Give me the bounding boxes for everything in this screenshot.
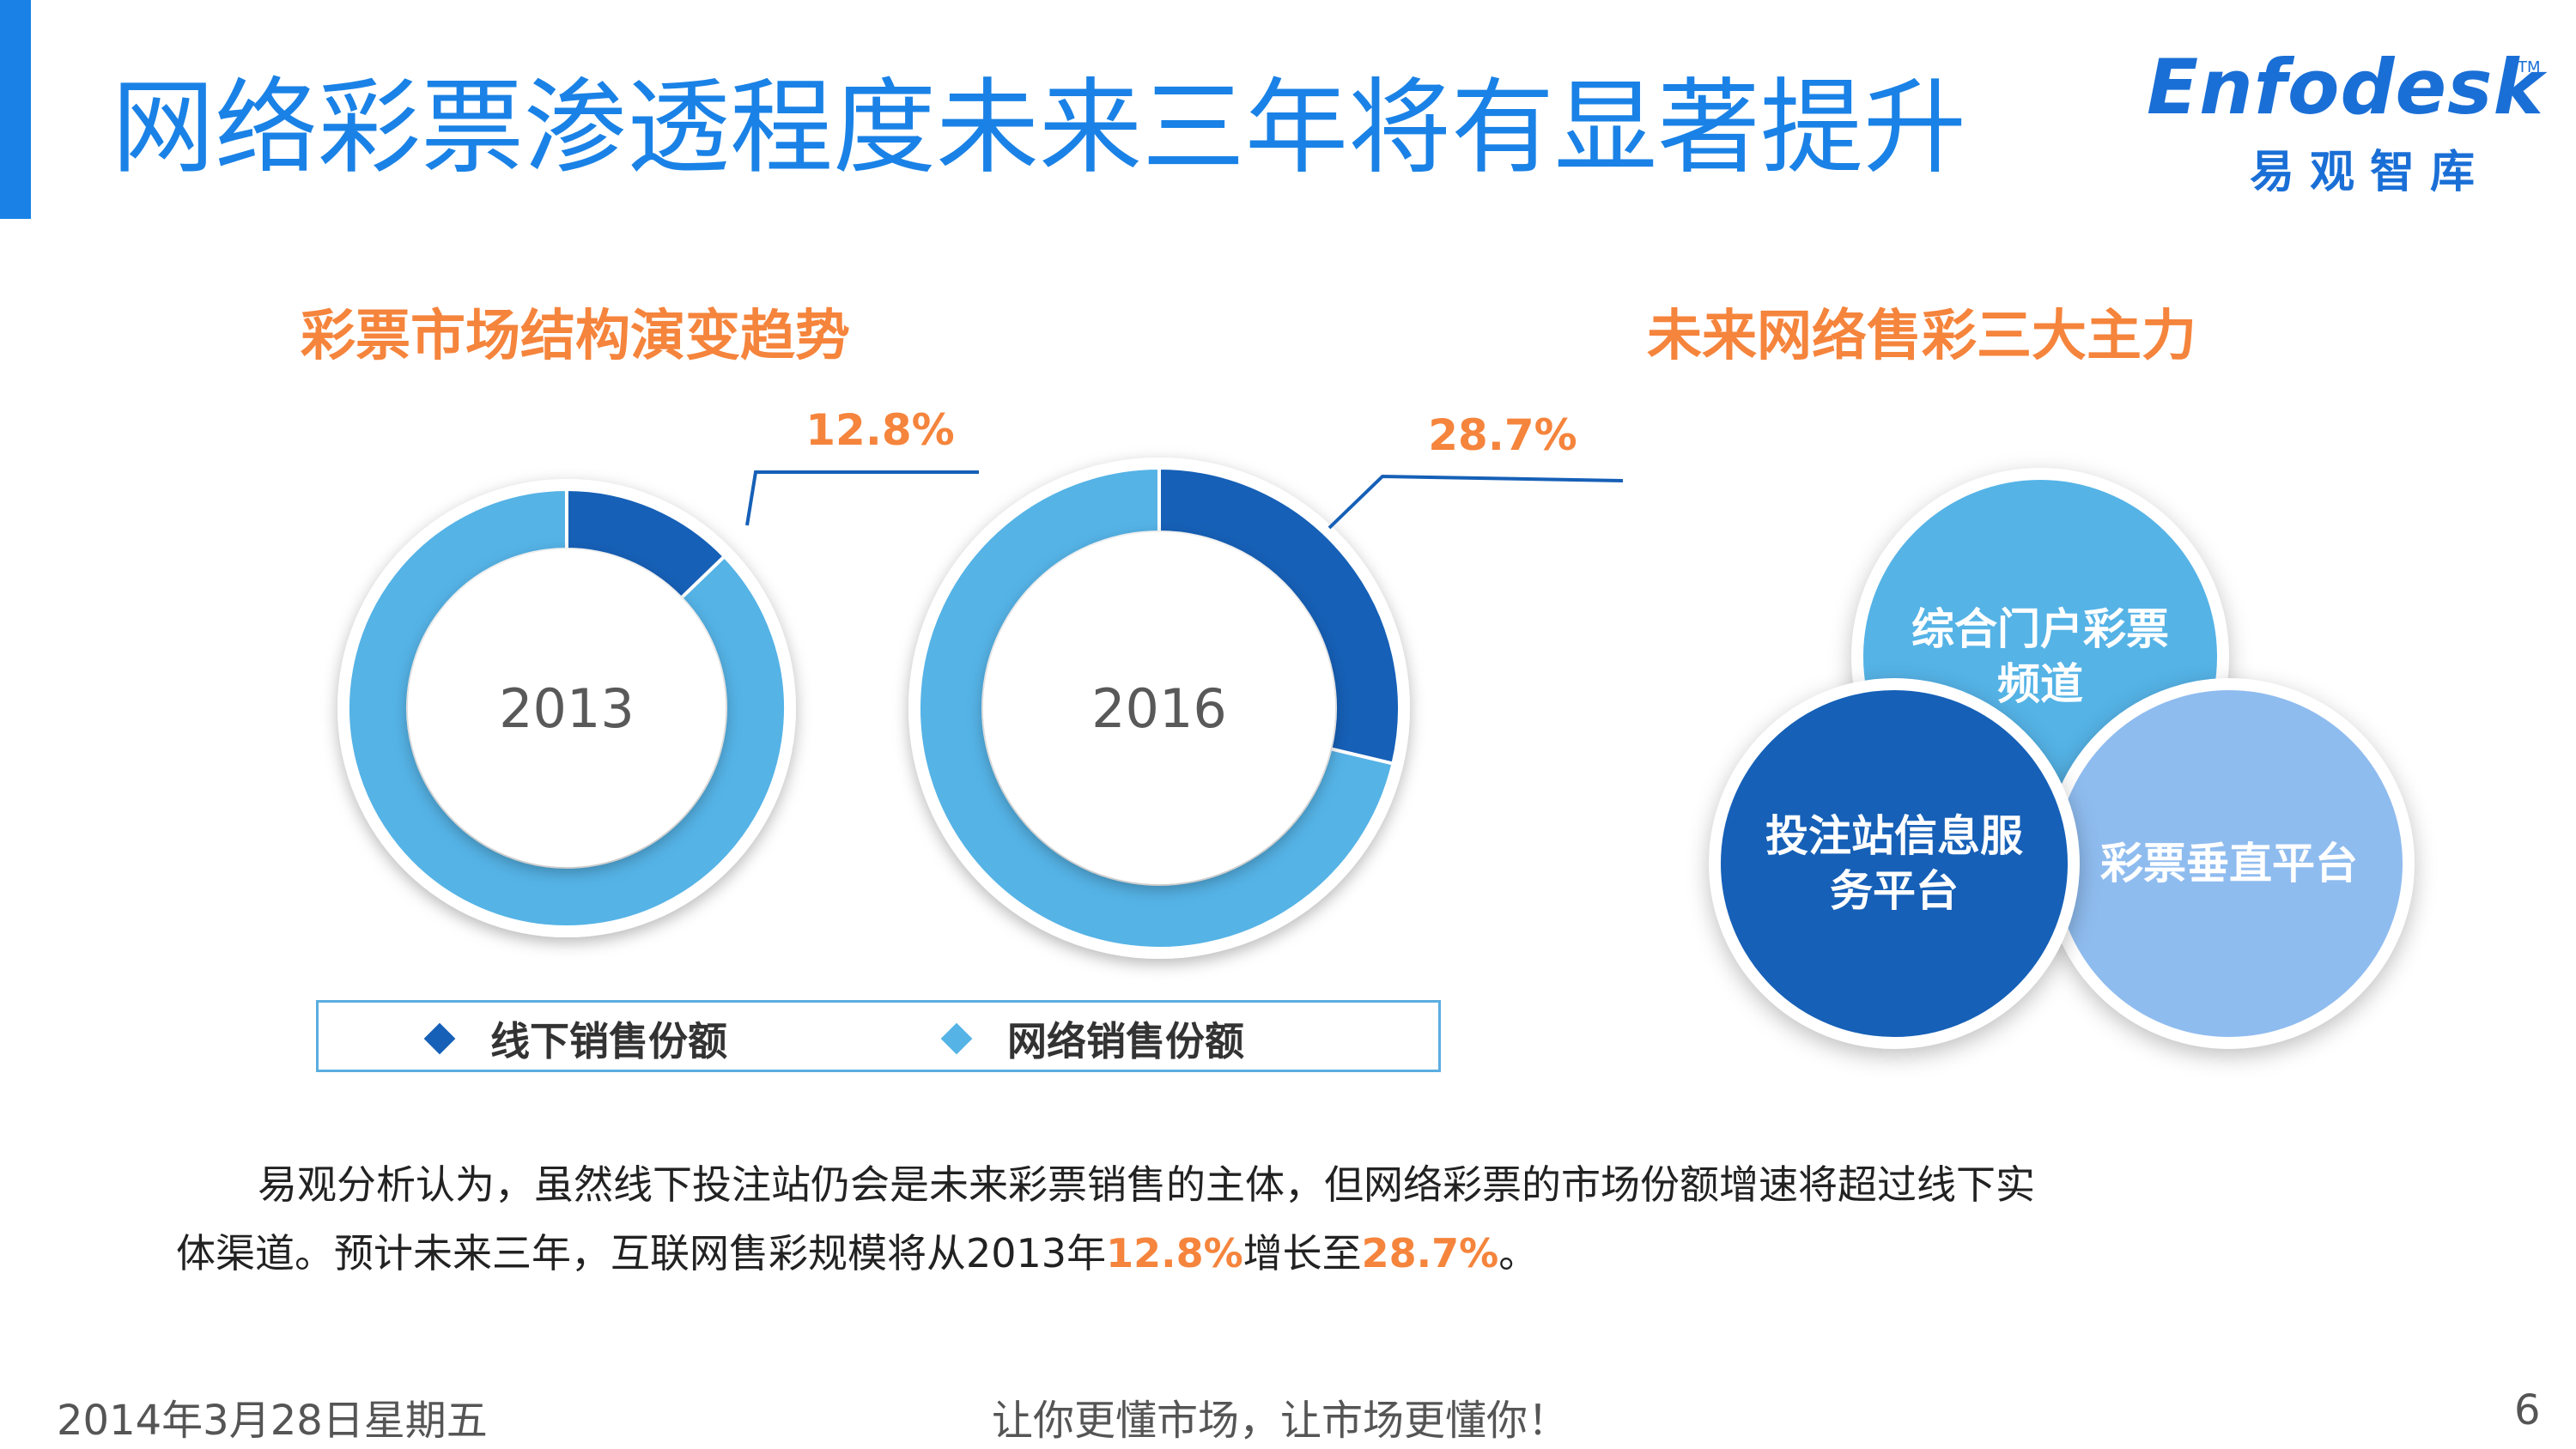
chart-legend: 线下销售份额 网络销售份额 <box>316 1000 1441 1072</box>
highlight-2016-value: 28.7% <box>1361 1230 1499 1276</box>
legend-diamond-icon <box>423 1022 456 1055</box>
donut-center-label: 2013 <box>499 677 635 740</box>
bubbles-section-heading: 未来网络售彩三大主力 <box>1647 305 2196 368</box>
legend-item-offline: 线下销售份额 <box>423 1013 727 1064</box>
donut-inner-hole <box>408 549 726 867</box>
logo-chinese: 易观智库 <box>2250 147 2491 198</box>
analysis-paragraph: 易观分析认为，虽然线下投注站仍会是未来彩票销售的主体，但网络彩票的市场份额增速将… <box>176 1150 2237 1288</box>
analysis-line-2-end: 。 <box>1498 1230 1539 1276</box>
bubble-label: 投注站信息服务平台 <box>1765 811 2023 916</box>
legend-item-online: 网络销售份额 <box>940 1013 1244 1064</box>
footer-date: 2014年3月28日星期五 <box>57 1397 488 1445</box>
bubble-vertical-platform: 彩票垂直平台 <box>2044 678 2415 1049</box>
footer-slogan: 让你更懂市场，让市场更懂你！ <box>992 1397 1570 1445</box>
donut-inner-hole <box>983 532 1335 884</box>
page-title: 网络彩票渗透程度未来三年将有显著提升 <box>112 69 1966 188</box>
callout-leader-line <box>1327 474 1624 530</box>
analysis-line-1: 易观分析认为，虽然线下投注站仍会是未来彩票销售的主体，但网络彩票的市场份额增速将… <box>258 1161 2035 1208</box>
donut-chart-2013: 2013 12.8% <box>337 405 979 937</box>
donut-center-label: 2016 <box>1091 677 1227 740</box>
highlight-2013-value: 12.8% <box>1106 1230 1243 1276</box>
donut-chart-2016: 2016 28.7% <box>908 410 1624 959</box>
page-number: 6 <box>2514 1386 2541 1434</box>
bubble-label: 彩票垂直平台 <box>2100 839 2358 888</box>
legend-label: 线下销售份额 <box>490 1018 727 1064</box>
analysis-line-2-mid: 增长至 <box>1242 1230 1362 1276</box>
logo-trademark: TM <box>2518 58 2541 76</box>
chart-section-heading: 彩票市场结构演变趋势 <box>301 305 850 368</box>
bubble-label: 综合门户彩票频道 <box>1911 604 2169 709</box>
enfodesk-logo: Enfodesk TM 易观智库 <box>2147 34 2545 198</box>
analysis-line-2-start: 体渠道。预计未来三年，互联网售彩规模将从2013年 <box>176 1230 1107 1276</box>
legend-diamond-icon <box>940 1022 973 1055</box>
callout-value-label: 28.7% <box>1428 410 1577 460</box>
accent-bar <box>0 0 31 219</box>
callout-value-label: 12.8% <box>805 405 954 455</box>
callout-leader-line <box>745 470 979 526</box>
logo-wordmark: Enfodesk <box>2147 43 2545 131</box>
bubble-betting-station-platform: 投注站信息服务平台 <box>1709 678 2080 1049</box>
legend-label: 网络销售份额 <box>1007 1018 1244 1064</box>
